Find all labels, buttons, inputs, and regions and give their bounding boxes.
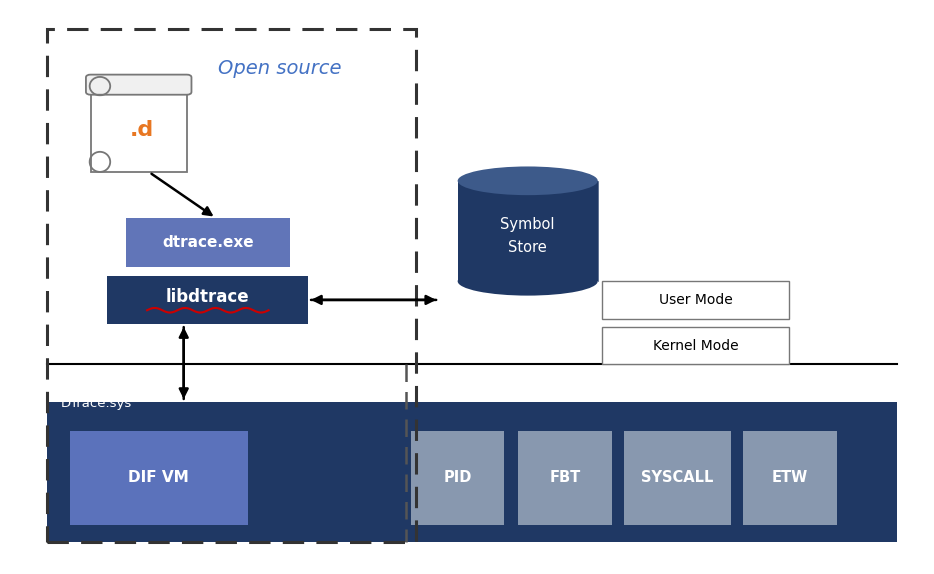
Text: User Mode: User Mode — [659, 293, 732, 307]
FancyBboxPatch shape — [743, 430, 837, 525]
Text: libdtrace: libdtrace — [166, 288, 249, 306]
Text: DTrace.sys: DTrace.sys — [61, 397, 132, 410]
FancyBboxPatch shape — [86, 75, 191, 95]
FancyBboxPatch shape — [70, 430, 248, 525]
Text: PID: PID — [444, 470, 472, 486]
Text: SYSCALL: SYSCALL — [642, 470, 714, 486]
Ellipse shape — [458, 166, 598, 195]
FancyBboxPatch shape — [624, 430, 731, 525]
FancyBboxPatch shape — [602, 281, 789, 319]
Text: .d: .d — [130, 121, 154, 141]
FancyBboxPatch shape — [518, 430, 612, 525]
Text: DIF VM: DIF VM — [128, 470, 190, 486]
Bar — [458, 181, 598, 281]
FancyBboxPatch shape — [602, 327, 789, 364]
Text: Symbol
Store: Symbol Store — [501, 218, 555, 255]
Text: Open source: Open source — [219, 59, 342, 79]
Text: FBT: FBT — [549, 470, 581, 486]
FancyBboxPatch shape — [91, 89, 187, 172]
Text: ETW: ETW — [772, 470, 808, 486]
Text: Kernel Mode: Kernel Mode — [653, 339, 739, 353]
FancyBboxPatch shape — [107, 276, 308, 324]
Text: dtrace.exe: dtrace.exe — [162, 235, 254, 250]
Ellipse shape — [458, 267, 598, 296]
FancyBboxPatch shape — [47, 402, 897, 542]
FancyBboxPatch shape — [126, 218, 290, 267]
FancyBboxPatch shape — [411, 430, 504, 525]
